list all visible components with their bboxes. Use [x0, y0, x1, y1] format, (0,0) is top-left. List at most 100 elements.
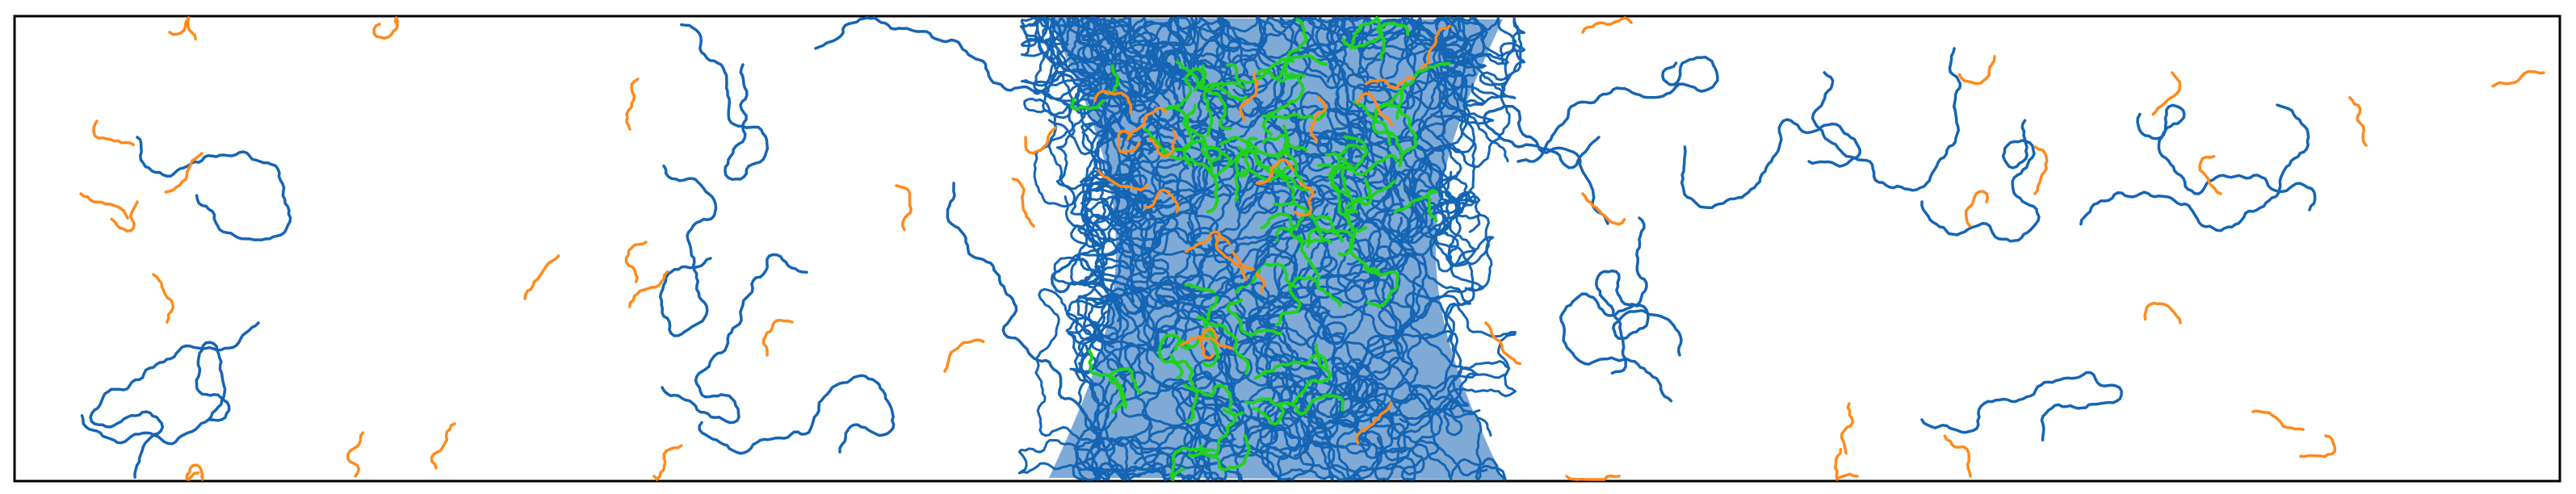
- blue-chain-dense: [1245, 204, 1361, 417]
- green-chain: [1196, 316, 1250, 375]
- orange-chain-dilute: [168, 16, 197, 41]
- green-chain: [1226, 57, 1294, 85]
- orange-chain-dilute: [2143, 301, 2182, 324]
- orange-chain-dilute: [628, 270, 669, 308]
- green-chain: [1253, 353, 1329, 380]
- orange-chain-dense: [1143, 188, 1180, 214]
- blue-chain-dense: [1315, 122, 1472, 307]
- green-chain: [1143, 128, 1216, 177]
- blue-chain-dilute: [80, 341, 231, 446]
- orange-chain-dense: [1231, 250, 1266, 294]
- orange-chain-dense: [1356, 92, 1394, 127]
- green-chain: [1297, 234, 1342, 308]
- green-chain: [1290, 343, 1332, 405]
- blue-chain-dense: [1299, 365, 1425, 481]
- green-chain: [1230, 124, 1289, 165]
- orange-chain-dense: [1365, 76, 1416, 90]
- green-chain: [1206, 144, 1231, 214]
- orange-chain-dilute: [79, 192, 129, 220]
- orange-chain-dense: [1238, 70, 1259, 121]
- green-chain: [1261, 133, 1309, 192]
- blue-chain-dilute: [1680, 118, 1862, 209]
- blue-chain-dilute: [136, 136, 292, 241]
- blue-chain-dilute: [1594, 269, 1683, 375]
- blue-chain-dilute: [1920, 119, 2041, 243]
- orange-chain-dilute: [1093, 90, 1133, 115]
- orange-chain-dilute: [430, 422, 456, 470]
- blue-chain-dilute: [698, 374, 896, 455]
- orange-chain-dilute: [372, 16, 400, 40]
- green-chain: [1161, 106, 1194, 156]
- blue-chain-dense: [1376, 302, 1517, 481]
- orange-chain-dilute: [1943, 434, 1972, 478]
- orange-chain-dense: [1294, 180, 1315, 217]
- orange-chain-dilute: [895, 184, 913, 232]
- green-chain: [1183, 383, 1244, 417]
- blue-chain-dilute: [1810, 47, 1962, 192]
- orange-chain-dense: [1420, 24, 1452, 70]
- orange-chain-dilute: [92, 119, 136, 146]
- orange-chain-dilute: [624, 241, 648, 283]
- blue-chain-dense: [1127, 16, 1262, 231]
- blue-chain-dilute: [946, 182, 1101, 454]
- orange-chain-dilute: [2151, 71, 2182, 116]
- blue-chain-dense: [1342, 136, 1432, 320]
- orange-chain-dilute: [1011, 178, 1035, 228]
- green-chain: [1185, 103, 1217, 179]
- orange-chain-dilute: [2251, 409, 2305, 431]
- blue-chain-dense: [1017, 370, 1247, 481]
- orange-chain-dense: [1255, 157, 1294, 186]
- green-chain: [1393, 189, 1438, 223]
- orange-chain-dilute: [1484, 321, 1522, 366]
- blue-chain-dense: [1069, 291, 1206, 452]
- green-chain: [1182, 139, 1223, 167]
- blue-chain-dense: [1311, 253, 1479, 416]
- orange-chain-dilute: [2348, 96, 2368, 147]
- blue-chain-dilute: [89, 321, 260, 479]
- orange-chain-dilute: [2491, 70, 2545, 88]
- green-chain: [1070, 64, 1120, 111]
- blue-chain-dense: [1065, 157, 1147, 390]
- green-chain: [1277, 393, 1345, 416]
- green-chain: [1234, 136, 1258, 178]
- blue-chain-dense: [1218, 378, 1488, 481]
- orange-chain-dense: [1097, 169, 1148, 192]
- blue-chain-dilute: [1517, 55, 1719, 163]
- green-chain: [1374, 103, 1418, 155]
- blue-chain-dense: [1019, 20, 1162, 137]
- green-chain: [1331, 160, 1361, 217]
- blue-chain-dense: [1120, 215, 1318, 449]
- green-chain: [1226, 298, 1282, 337]
- green-chain: [1187, 408, 1237, 459]
- orange-chain-dense: [1309, 95, 1328, 144]
- blue-chain-dilute: [658, 164, 718, 337]
- green-chain: [1344, 178, 1373, 233]
- green-chain: [1168, 67, 1206, 109]
- blue-chain-dense: [1175, 323, 1374, 440]
- orange-chain-dilute: [1024, 126, 1057, 155]
- green-chain: [1349, 16, 1386, 61]
- green-chain: [1176, 61, 1248, 102]
- blue-chain-dense: [1080, 106, 1236, 303]
- green-chain: [1274, 275, 1317, 327]
- orange-chain-dilute: [2033, 145, 2049, 195]
- blue-chain-dense: [1123, 58, 1269, 155]
- orange-chain-dilute: [2299, 434, 2337, 458]
- blue-chain-dilute: [1559, 216, 1673, 403]
- orange-chain-dense: [1180, 335, 1233, 350]
- orange-chain-dense: [1185, 230, 1231, 253]
- green-chain: [1169, 446, 1216, 481]
- dense-slab: [1017, 16, 1526, 481]
- blue-chain-dense: [1076, 257, 1242, 465]
- blue-chain-dense: [1076, 158, 1143, 323]
- plot-frame: [13, 15, 2561, 483]
- orange-chain-dilute: [1957, 55, 1996, 86]
- orange-chain-dense: [1147, 129, 1177, 158]
- dilute-phase: [79, 16, 2545, 481]
- blue-chain-dilute: [1051, 236, 1278, 310]
- green-chain: [1169, 354, 1199, 424]
- orange-chain-dilute: [1840, 402, 1855, 455]
- blue-chain-dense: [1140, 224, 1302, 382]
- blue-chain-dense: [1055, 36, 1189, 245]
